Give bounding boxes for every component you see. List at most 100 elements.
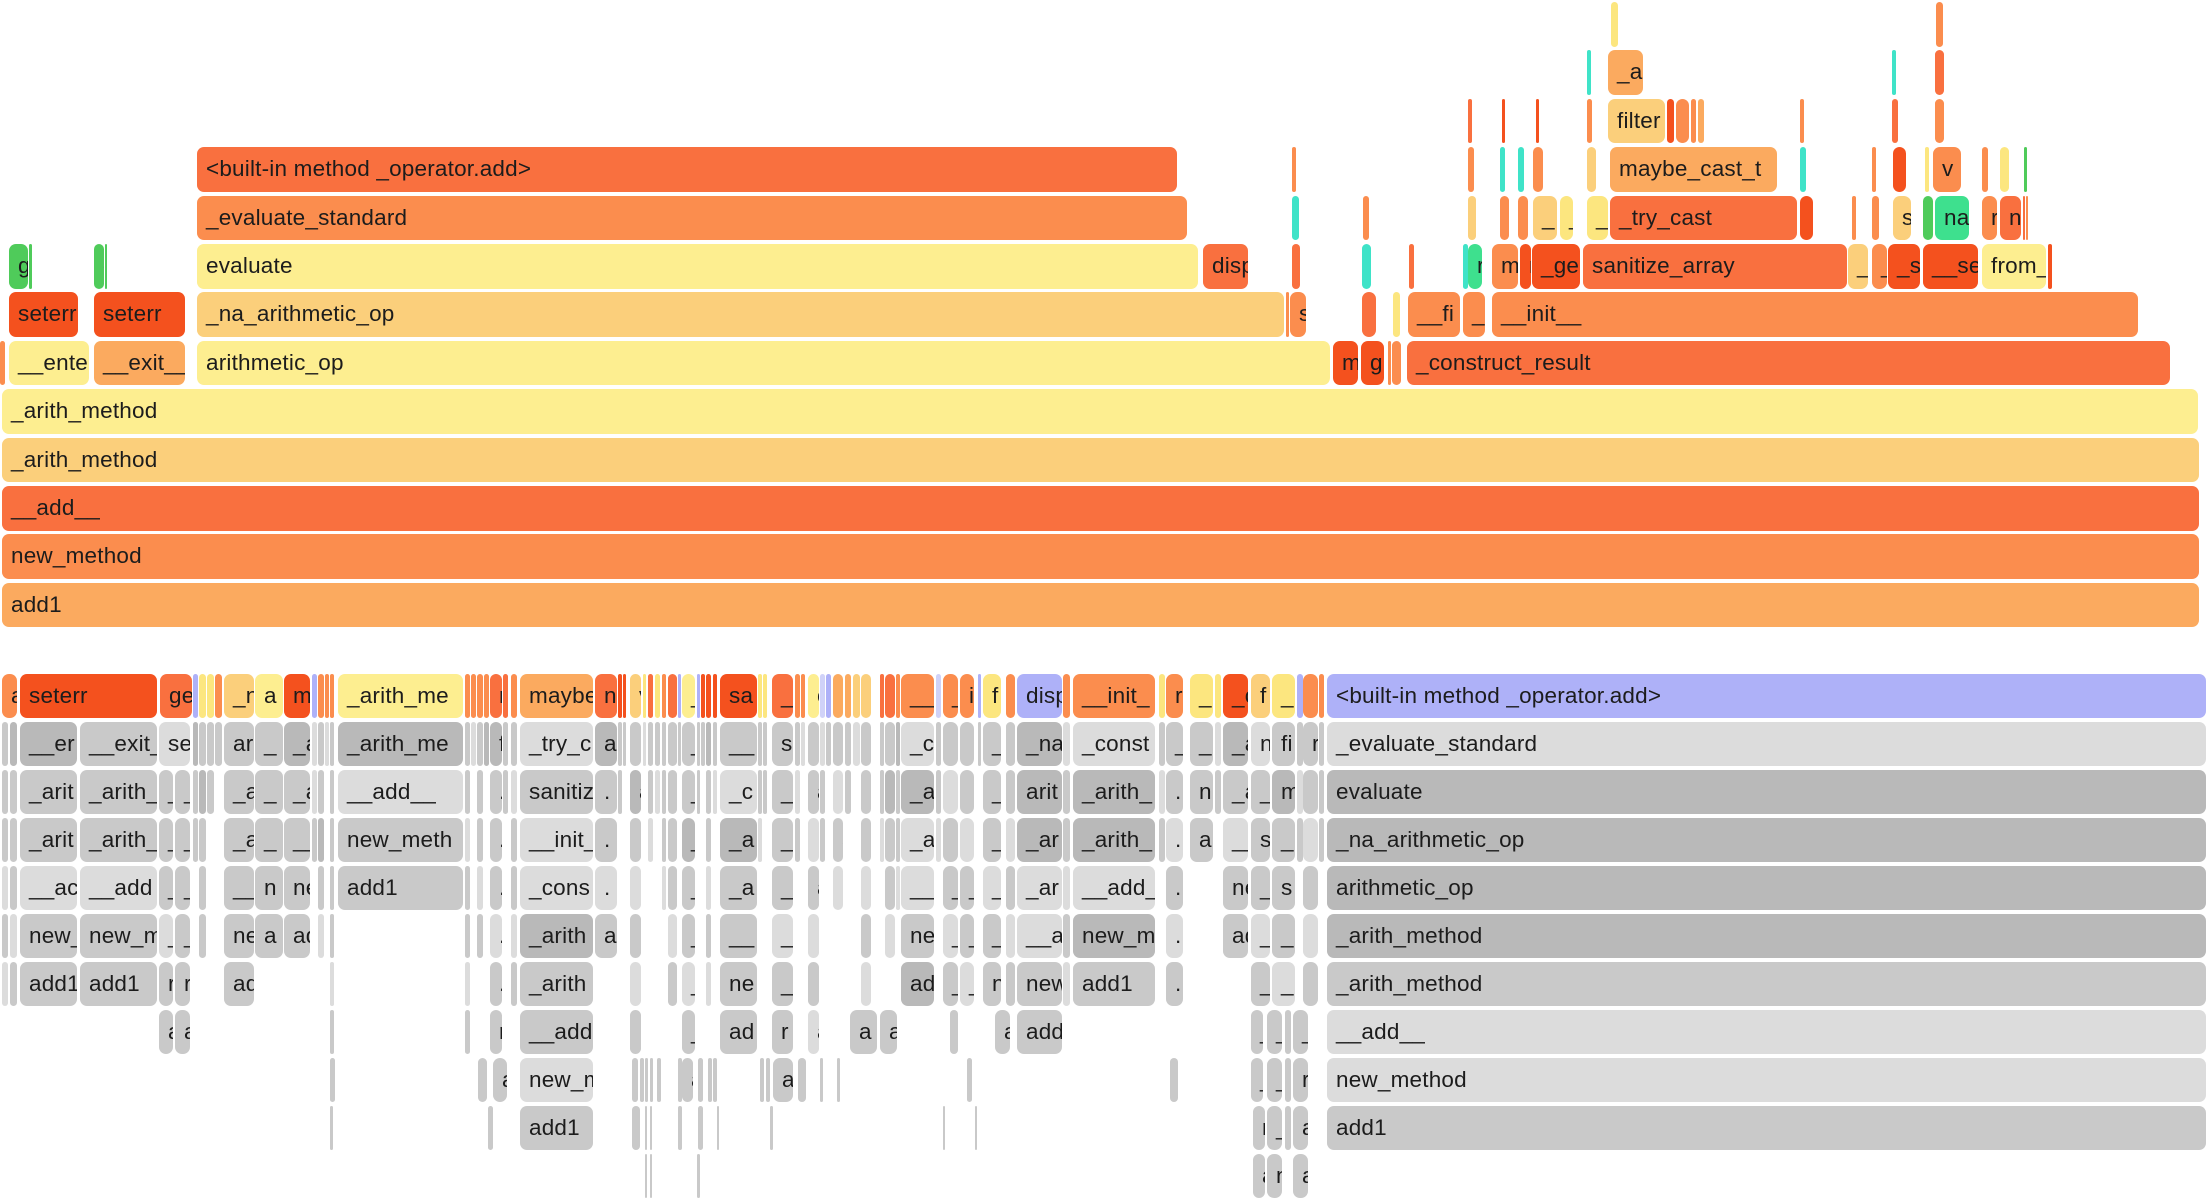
frame-bar[interactable]	[1362, 292, 1376, 337]
frame-bar-na[interactable]: na	[1935, 195, 1969, 241]
frame-bar-maybe[interactable]: maybe	[520, 674, 593, 718]
frame-bar-__[interactable]: __	[224, 866, 254, 910]
frame-bar[interactable]	[511, 914, 517, 958]
frame-bar[interactable]	[845, 674, 851, 718]
frame-bar-add1[interactable]: add1	[338, 866, 463, 910]
frame-bar[interactable]	[1159, 818, 1165, 862]
frame-bar-v[interactable]: v	[1933, 147, 1961, 192]
frame-bar-__a[interactable]: __a	[901, 866, 934, 910]
frame-bar[interactable]	[477, 722, 483, 766]
frame-bar[interactable]	[1292, 147, 1296, 192]
frame-bar[interactable]	[697, 722, 700, 766]
frame-bar[interactable]	[1872, 147, 1876, 192]
frame-bar-_[interactable]: _	[772, 866, 793, 910]
frame-bar-[interactable]: .	[1285, 1010, 1291, 1054]
frame-bar-ad[interactable]: ad	[284, 914, 310, 958]
frame-bar-[interactable]: .	[861, 770, 871, 814]
frame-bar-_[interactable]: _	[175, 914, 190, 958]
frame-bar[interactable]	[2023, 195, 2025, 241]
frame-bar-a[interactable]: a	[808, 770, 819, 814]
frame-bar[interactable]	[943, 818, 958, 862]
frame-bar[interactable]	[706, 818, 711, 862]
frame-bar[interactable]	[318, 722, 324, 766]
frame-bar-_arith_method[interactable]: _arith_method	[2, 437, 2199, 483]
frame-bar[interactable]	[465, 866, 470, 910]
frame-bar[interactable]	[1587, 147, 1596, 192]
frame-bar-_[interactable]: _	[960, 962, 974, 1006]
frame-bar-_[interactable]: _	[1533, 195, 1557, 241]
frame-bar[interactable]	[713, 770, 717, 814]
frame-bar-_[interactable]: _	[943, 914, 958, 958]
frame-bar-__exit__[interactable]: __exit__	[94, 340, 185, 386]
frame-bar[interactable]	[697, 770, 700, 814]
frame-bar-r[interactable]: r	[490, 1010, 502, 1054]
frame-bar[interactable]	[511, 674, 517, 718]
frame-bar-ari[interactable]: ari	[224, 722, 254, 766]
frame-bar-seterr[interactable]: seterr	[94, 292, 185, 337]
frame-bar[interactable]	[630, 962, 641, 1006]
frame-bar-_[interactable]: _	[983, 770, 1001, 814]
frame-bar[interactable]	[330, 1106, 333, 1150]
frame-bar[interactable]	[1502, 98, 1505, 144]
frame-bar[interactable]	[618, 674, 622, 718]
frame-bar-_[interactable]: _	[1272, 962, 1295, 1006]
frame-bar[interactable]	[477, 914, 483, 958]
frame-bar[interactable]	[1297, 770, 1303, 814]
frame-bar-[interactable]: .	[595, 866, 617, 910]
frame-bar-_[interactable]: _	[960, 914, 974, 958]
frame-bar[interactable]	[763, 674, 767, 718]
frame-bar[interactable]	[477, 770, 483, 814]
frame-bar-_[interactable]: _	[682, 914, 695, 958]
frame-bar[interactable]	[318, 674, 324, 718]
frame-bar[interactable]	[763, 722, 767, 766]
frame-bar-_[interactable]: _	[983, 866, 1001, 910]
frame-bar[interactable]	[1297, 722, 1303, 766]
frame-bar-_[interactable]: _	[1251, 1010, 1263, 1054]
frame-bar[interactable]	[1936, 2, 1943, 47]
frame-bar[interactable]	[2048, 244, 2052, 289]
frame-bar-_[interactable]: _	[1272, 674, 1295, 718]
frame-bar[interactable]	[833, 866, 843, 910]
frame-bar-[interactable]: .	[1166, 770, 1183, 814]
frame-bar-_[interactable]: _	[682, 1010, 695, 1054]
frame-bar-_[interactable]: _	[682, 770, 695, 814]
frame-bar-_arit[interactable]: _arit	[20, 818, 77, 862]
frame-bar-_[interactable]: _	[1848, 244, 1868, 289]
frame-bar-_ge[interactable]: _ge	[1532, 244, 1580, 289]
frame-bar[interactable]	[1392, 340, 1401, 386]
frame-bar-__ac[interactable]: __ac	[20, 866, 77, 910]
frame-bar-_[interactable]: _	[159, 914, 173, 958]
frame-bar-_[interactable]: _	[1251, 1058, 1263, 1102]
frame-bar-_[interactable]: _	[175, 770, 190, 814]
frame-bar[interactable]	[1286, 292, 1289, 337]
frame-bar[interactable]	[697, 1154, 700, 1198]
frame-bar[interactable]	[833, 722, 843, 766]
frame-bar-_[interactable]: _	[1166, 722, 1183, 766]
frame-bar[interactable]	[1536, 98, 1539, 144]
frame-bar-seterr[interactable]: seterr	[9, 292, 78, 337]
frame-bar[interactable]	[330, 914, 334, 958]
frame-bar[interactable]	[2, 722, 8, 766]
frame-bar-_ar[interactable]: _ar	[1017, 866, 1062, 910]
frame-bar-a[interactable]: a	[1293, 1154, 1308, 1198]
frame-bar[interactable]	[2, 962, 8, 1006]
frame-bar[interactable]	[845, 722, 851, 766]
frame-bar-a[interactable]: a	[995, 1010, 1010, 1054]
frame-bar-_arith_[interactable]: _arith_	[1073, 770, 1155, 814]
frame-bar-n[interactable]: n	[1267, 1154, 1282, 1198]
frame-bar-_[interactable]: _	[175, 818, 190, 862]
frame-bar[interactable]	[896, 770, 900, 814]
frame-bar[interactable]	[199, 674, 206, 718]
frame-bar[interactable]	[207, 674, 214, 718]
frame-bar[interactable]	[2024, 147, 2027, 192]
frame-bar-ne[interactable]: ne	[284, 866, 310, 910]
frame-bar-r[interactable]: r	[175, 962, 190, 1006]
frame-bar[interactable]	[943, 722, 958, 766]
frame-bar-r[interactable]: r	[772, 1010, 793, 1054]
frame-bar-_a[interactable]: _a	[224, 818, 254, 862]
frame-bar-[interactable]: .	[490, 818, 502, 862]
frame-bar[interactable]	[643, 674, 646, 718]
frame-bar[interactable]	[632, 1058, 638, 1102]
frame-bar-n[interactable]: n	[255, 866, 283, 910]
frame-bar-_[interactable]: _	[1872, 244, 1887, 289]
